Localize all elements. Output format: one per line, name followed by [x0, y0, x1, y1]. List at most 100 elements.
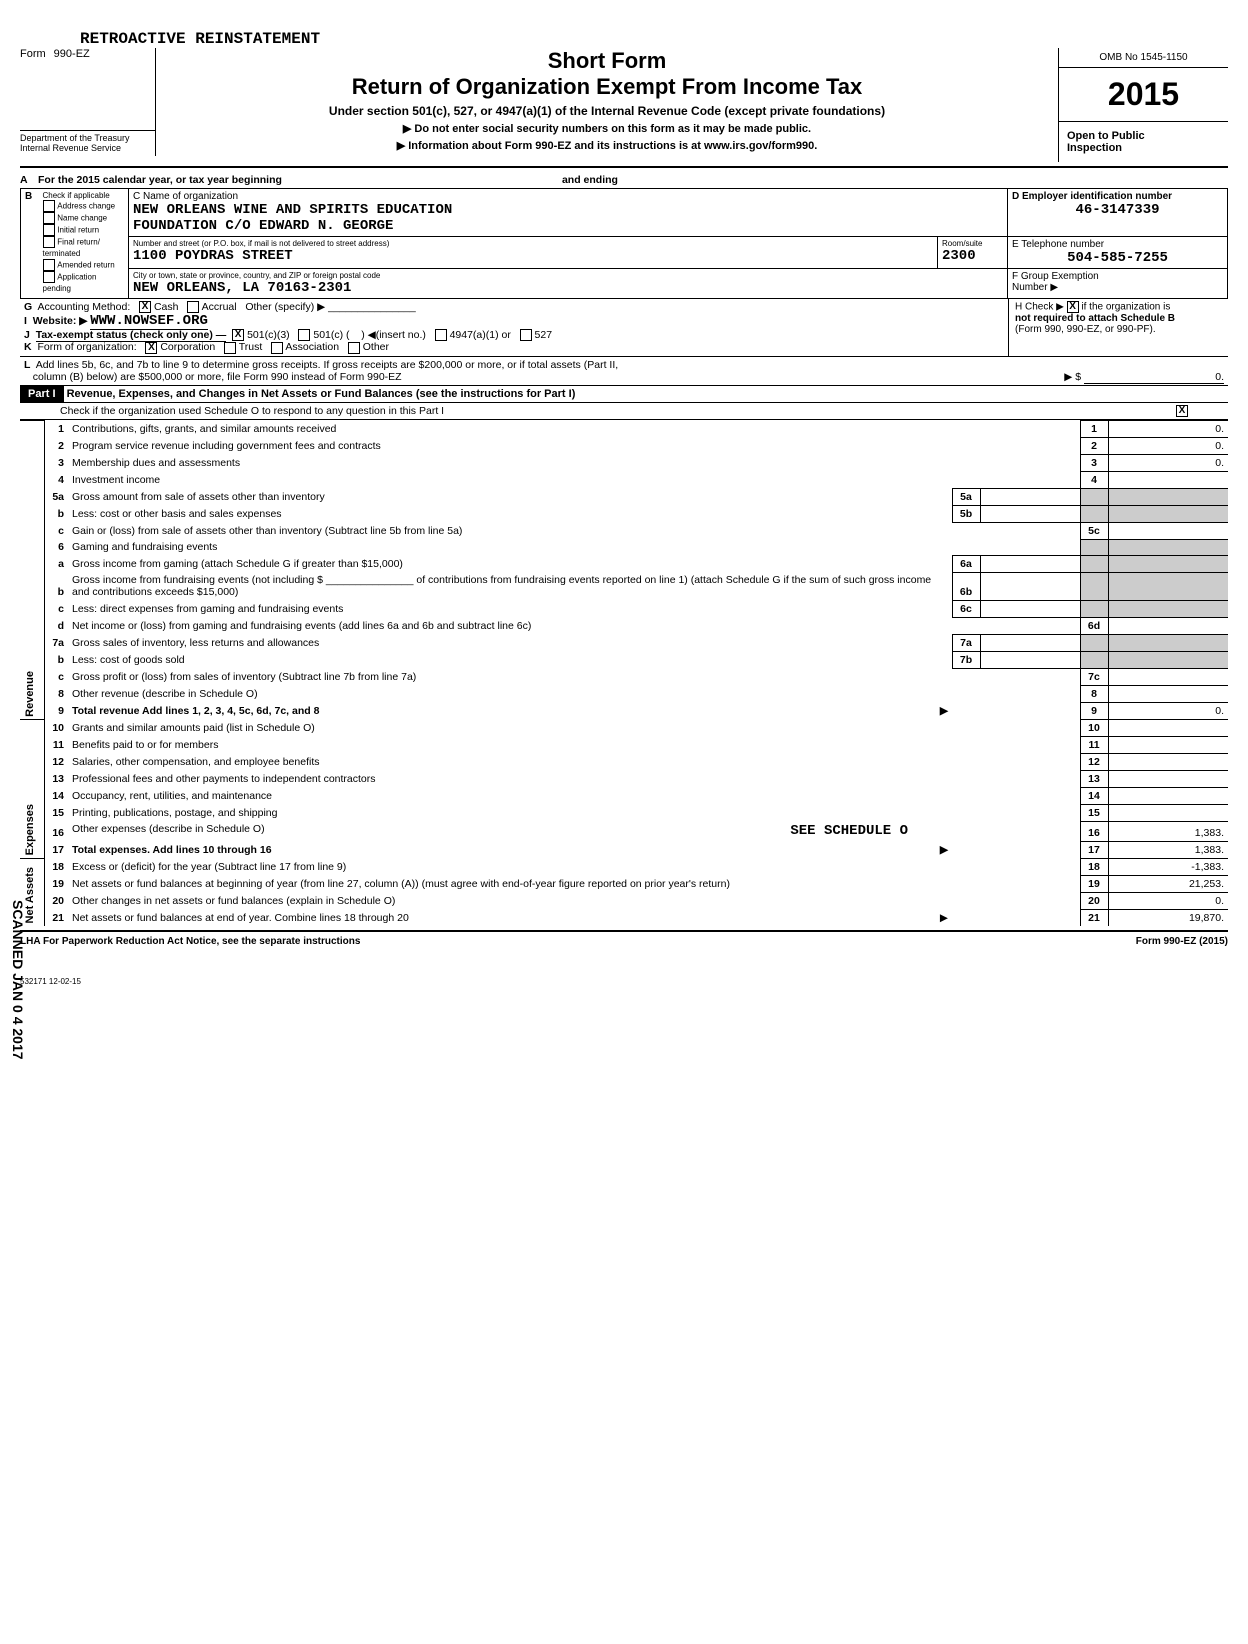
checkbox-501c[interactable] — [298, 329, 310, 341]
line-text: Less: direct expenses from gaming and fu… — [68, 600, 952, 617]
line-value — [1108, 736, 1228, 753]
line-box-number: 17 — [1080, 841, 1108, 858]
check-if-applicable: Check if applicable — [43, 191, 125, 200]
checkbox-pending[interactable] — [43, 271, 55, 283]
footer-code: 532171 12-02-15 — [20, 977, 1228, 986]
table-row: cGross profit or (loss) from sales of in… — [20, 668, 1228, 685]
line-value: 0. — [1108, 702, 1228, 719]
table-row: 7aGross sales of inventory, less returns… — [20, 634, 1228, 651]
line-value — [1108, 804, 1228, 821]
checkbox-initial-return[interactable] — [43, 224, 55, 236]
line-box-number: 12 — [1080, 753, 1108, 770]
line-number: c — [44, 668, 68, 685]
org-info-table: B Check if applicable Address change Nam… — [20, 188, 1228, 299]
line-number: 21 — [44, 909, 68, 926]
checkbox-other-org[interactable] — [348, 342, 360, 354]
line-g-label: Accounting Method: — [37, 301, 130, 313]
table-row: Revenue1Contributions, gifts, grants, an… — [20, 420, 1228, 437]
line-value — [1108, 719, 1228, 736]
line-text: Gross income from fundraising events (no… — [68, 572, 952, 600]
line-text: Net assets or fund balances at end of ye… — [68, 909, 952, 926]
line-box-number: 4 — [1080, 471, 1108, 488]
website-value: WWW.NOWSEF.ORG — [90, 313, 208, 330]
line-value: 1,383. — [1108, 821, 1228, 841]
lines-table: Revenue1Contributions, gifts, grants, an… — [20, 420, 1228, 926]
line-text: Net income or (loss) from gaming and fun… — [68, 617, 952, 634]
line-text: Other revenue (describe in Schedule O) — [68, 685, 952, 702]
form-number: 990-EZ — [54, 48, 90, 60]
line-box-number: 11 — [1080, 736, 1108, 753]
checkbox-trust[interactable] — [224, 342, 236, 354]
table-row: dNet income or (loss) from gaming and fu… — [20, 617, 1228, 634]
info-url: ▶ Information about Form 990-EZ and its … — [164, 139, 1050, 152]
table-row: bLess: cost of goods sold7b — [20, 651, 1228, 668]
line-text: Other expenses (describe in Schedule O)S… — [68, 821, 952, 841]
line-f-label2: Number ▶ — [1012, 282, 1058, 293]
line-l-prefix: L — [24, 359, 30, 371]
line-text: Excess or (deficit) for the year (Subtra… — [68, 858, 952, 875]
scanned-stamp: SCANNED JAN 0 4 2017 — [10, 900, 26, 1060]
line-l-value: 0. — [1084, 371, 1224, 384]
table-row: Expenses10Grants and similar amounts pai… — [20, 719, 1228, 736]
checkbox-final-return[interactable] — [43, 236, 55, 248]
part1-label: Part I — [20, 386, 64, 402]
line-text: Less: cost or other basis and sales expe… — [68, 505, 952, 522]
line-h-text4: (Form 990, 990-EZ, or 990-PF). — [1015, 324, 1156, 335]
checkbox-accrual[interactable] — [187, 301, 199, 313]
table-row: 16Other expenses (describe in Schedule O… — [20, 821, 1228, 841]
line-number: a — [44, 555, 68, 572]
checkbox-4947[interactable] — [435, 329, 447, 341]
line-l-text1: Add lines 5b, 6c, and 7b to line 9 to de… — [36, 359, 618, 371]
checkbox-corp[interactable] — [145, 342, 157, 354]
table-row: 15Printing, publications, postage, and s… — [20, 804, 1228, 821]
table-row: 17Total expenses. Add lines 10 through 1… — [20, 841, 1228, 858]
table-row: 19Net assets or fund balances at beginni… — [20, 875, 1228, 892]
table-row: 9Total revenue Add lines 1, 2, 3, 4, 5c,… — [20, 702, 1228, 719]
line-a-ending: and ending — [562, 174, 618, 186]
line-e-label: E Telephone number — [1012, 239, 1223, 250]
line-h-text3: not required to attach Schedule B — [1015, 313, 1175, 324]
line-text: Less: cost of goods sold — [68, 651, 952, 668]
checkbox-address-change[interactable] — [43, 200, 55, 212]
line-number: 15 — [44, 804, 68, 821]
line-text: Gain or (loss) from sale of assets other… — [68, 522, 952, 539]
line-k-prefix: K — [24, 341, 32, 353]
checkbox-amended[interactable] — [43, 259, 55, 271]
table-row: 8Other revenue (describe in Schedule O)8 — [20, 685, 1228, 702]
checkbox-501c3[interactable] — [232, 329, 244, 341]
line-value: 0. — [1108, 454, 1228, 471]
line-number: 19 — [44, 875, 68, 892]
open-public-2: Inspection — [1067, 142, 1220, 154]
subtitle: Under section 501(c), 527, or 4947(a)(1)… — [164, 104, 1050, 118]
no-ssn-instruction: ▶ Do not enter social security numbers o… — [164, 122, 1050, 135]
checkbox-schedule-o[interactable] — [1176, 405, 1188, 417]
line-number: 4 — [44, 471, 68, 488]
line-box-number: 7c — [1080, 668, 1108, 685]
checkbox-schedule-b[interactable] — [1067, 301, 1079, 313]
line-value — [1108, 753, 1228, 770]
line-value: 1,383. — [1108, 841, 1228, 858]
line-number: 12 — [44, 753, 68, 770]
section-label: Expenses — [24, 804, 36, 855]
checkbox-assoc[interactable] — [271, 342, 283, 354]
line-box-number: 15 — [1080, 804, 1108, 821]
line-value — [1108, 685, 1228, 702]
line-number: 10 — [44, 719, 68, 736]
section-label: Revenue — [24, 671, 36, 717]
room-label: Room/suite — [942, 239, 1003, 248]
checkbox-527[interactable] — [520, 329, 532, 341]
line-value: 21,253. — [1108, 875, 1228, 892]
checkbox-cash[interactable] — [139, 301, 151, 313]
form-prefix: Form — [20, 48, 46, 60]
line-text: Investment income — [68, 471, 952, 488]
line-text: Salaries, other compensation, and employ… — [68, 753, 952, 770]
line-text: Grants and similar amounts paid (list in… — [68, 719, 952, 736]
line-text: Gross sales of inventory, less returns a… — [68, 634, 952, 651]
line-f-label: F Group Exemption — [1012, 271, 1099, 282]
main-title: Return of Organization Exempt From Incom… — [164, 74, 1050, 100]
checkbox-name-change[interactable] — [43, 212, 55, 224]
line-j-label: Tax-exempt status (check only one) — — [36, 329, 227, 342]
line-a-text: For the 2015 calendar year, or tax year … — [38, 174, 282, 186]
line-text: Gross profit or (loss) from sales of inv… — [68, 668, 952, 685]
line-box-number: 10 — [1080, 719, 1108, 736]
